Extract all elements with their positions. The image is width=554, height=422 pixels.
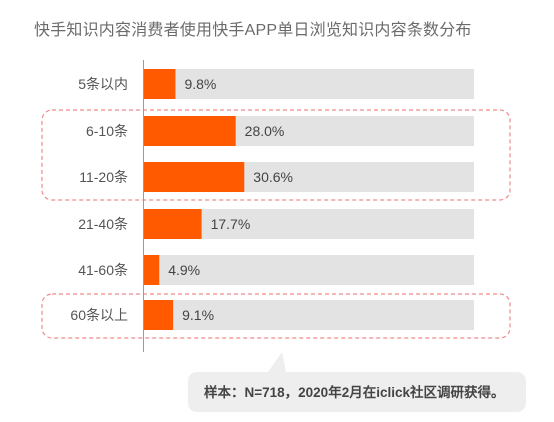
value-labels: 9.8% 28.0% 30.6% 17.7% 4.9% 9.1% [168,76,293,323]
value-label: 17.7% [211,216,251,232]
value-label: 28.0% [245,123,285,139]
sample-note: 样本：N=718，2020年2月在iclick社区调研获得。 [188,352,526,412]
category-label: 6-10条 [86,123,128,139]
bar-track [143,255,474,285]
bar [143,209,202,239]
category-label: 41-60条 [78,262,128,278]
note-bubble [188,352,526,412]
bar [143,300,174,330]
bar [143,116,236,146]
highlight-frame [41,293,511,339]
bars [143,69,245,330]
bar-track [143,69,474,99]
bar-track [143,300,474,330]
bar [143,69,176,99]
sample-note-text: 样本：N=718，2020年2月在iclick社区调研获得。 [204,384,504,400]
category-label: 60条以上 [70,307,128,323]
highlight-frames [41,109,511,339]
value-label: 30.6% [253,169,293,185]
category-labels: 5条以内 6-10条 11-20条 21-40条 41-60条 60条以上 [70,76,128,323]
category-label: 11-20条 [79,169,128,185]
value-label: 9.8% [184,76,216,92]
value-label: 4.9% [168,262,200,278]
category-label: 21-40条 [78,216,128,232]
value-label: 9.1% [182,307,214,323]
category-label: 5条以内 [78,76,128,92]
bar [143,162,245,192]
chart-title: 快手知识内容消费者使用快手APP单日浏览知识内容条数分布 [34,22,472,39]
highlight-frame [41,109,511,201]
bar [143,255,160,285]
